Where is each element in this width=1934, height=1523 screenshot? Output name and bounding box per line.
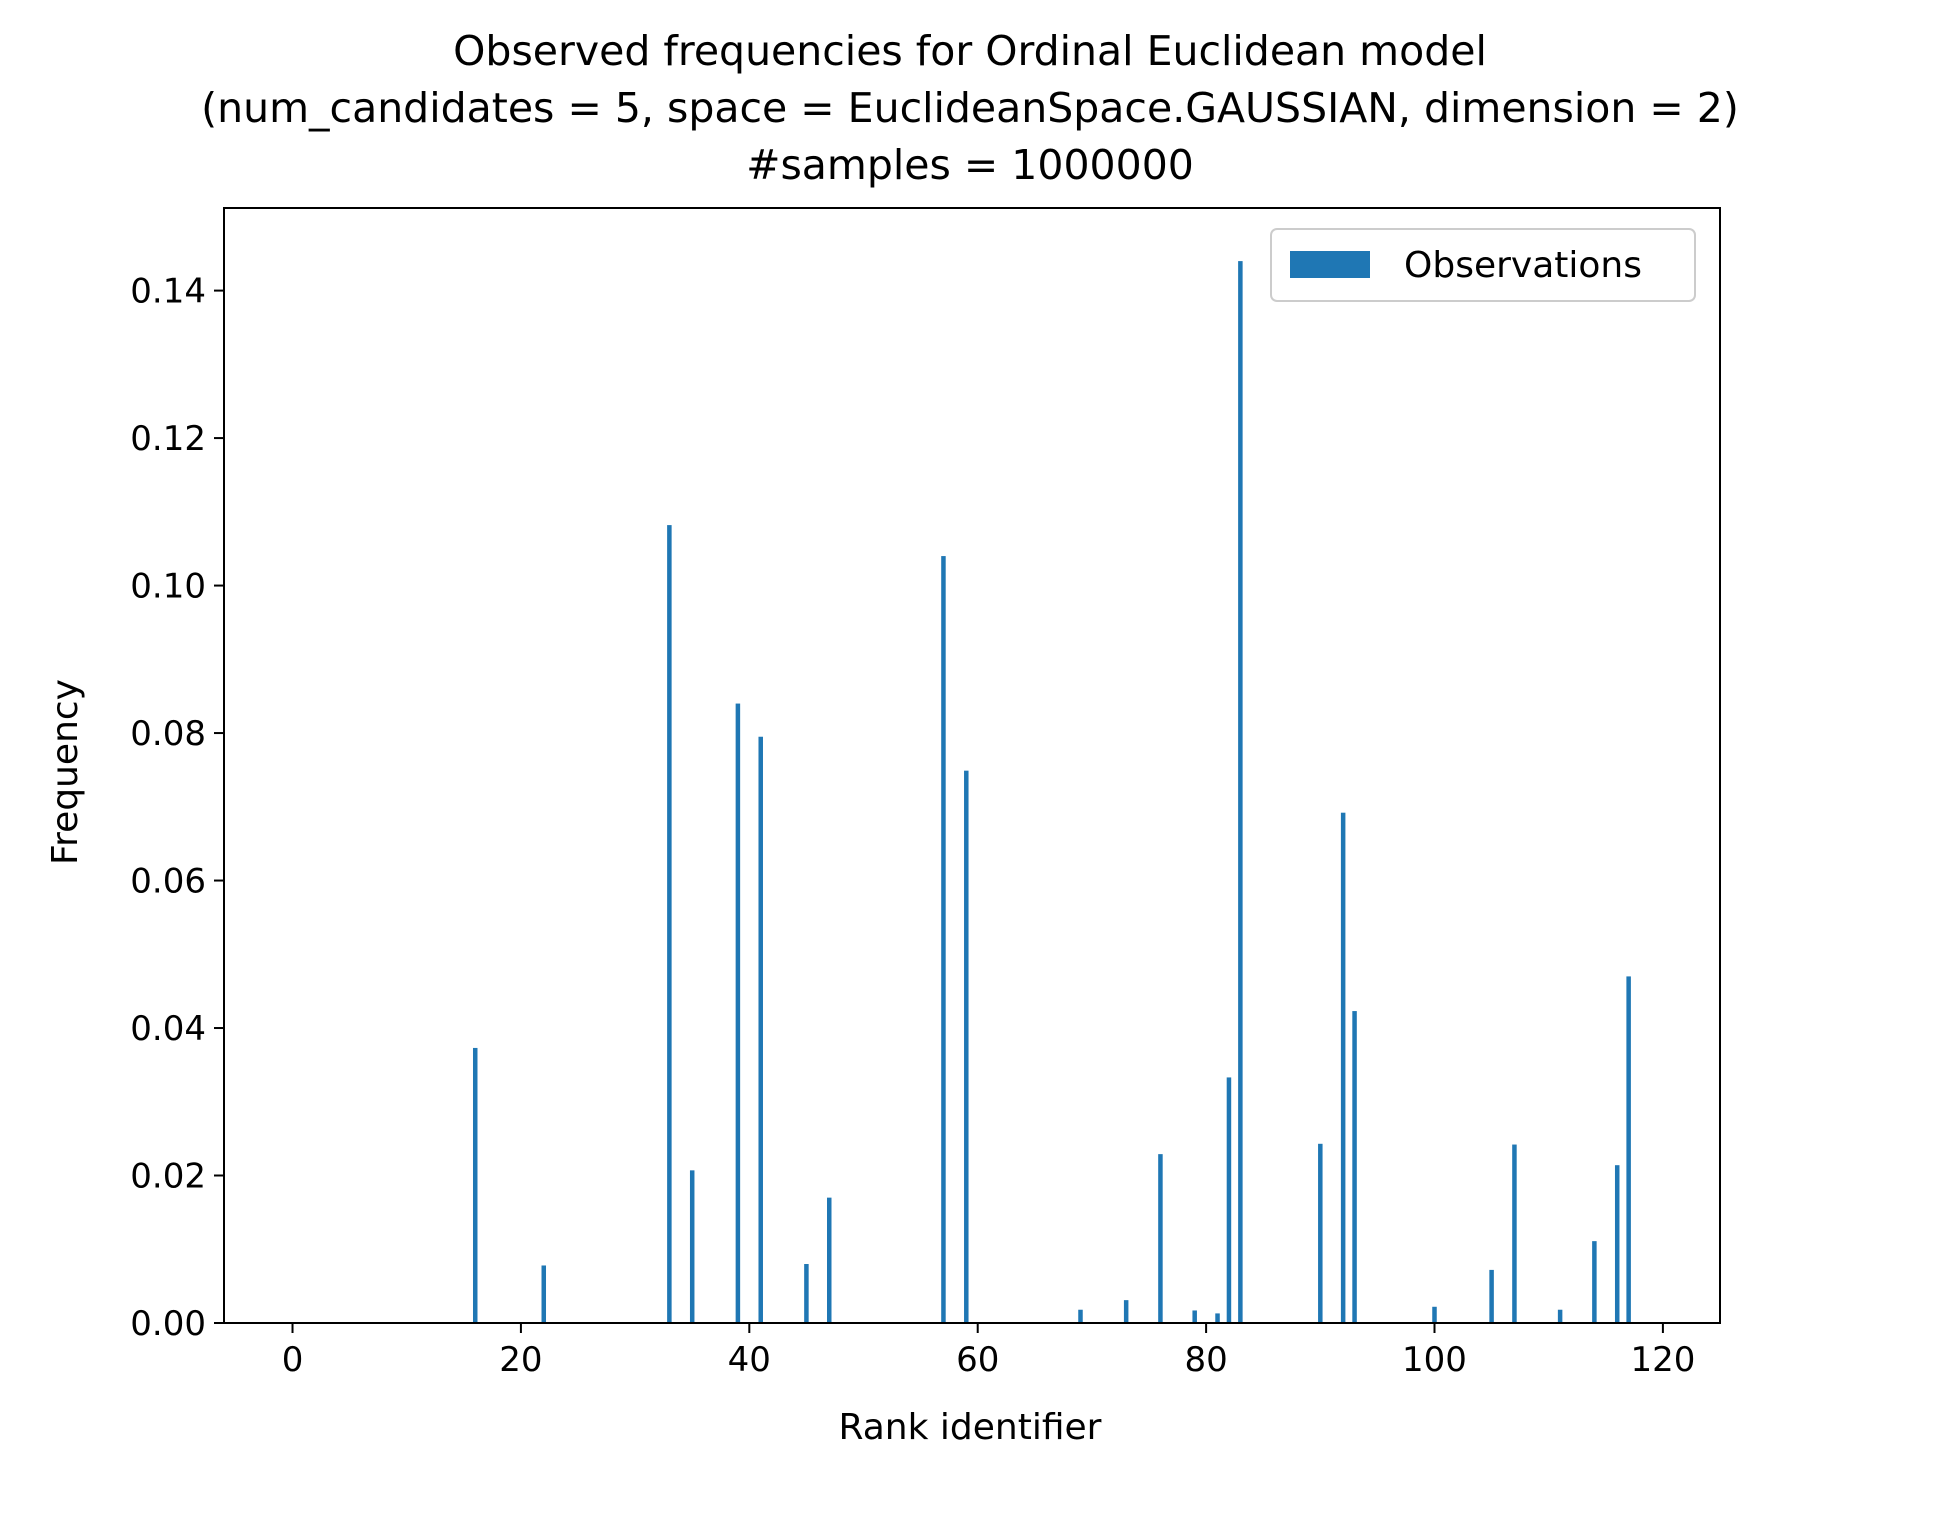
y-tick-label-0.02: 0.02	[130, 1157, 206, 1197]
bar-rank-45	[804, 1264, 809, 1323]
bar-rank-116	[1614, 1165, 1620, 1323]
chart-title: Observed frequencies for Ordinal Euclide…	[201, 27, 1739, 189]
bar-rank-79	[1192, 1310, 1197, 1323]
title-line-3: #samples = 1000000	[746, 141, 1194, 189]
bar-rank-33	[667, 525, 672, 1323]
y-axis-label: Frequency	[45, 679, 86, 865]
legend: Observations	[1270, 228, 1696, 302]
y-tick-label-0.06: 0.06	[130, 862, 206, 902]
bar-rank-47	[827, 1197, 832, 1323]
title-line-1: Observed frequencies for Ordinal Euclide…	[453, 27, 1487, 75]
y-axis-ticks: 0.00 0.02 0.04 0.06 0.08 0.10 0.12 0.14	[130, 272, 224, 1344]
x-tick-label-60: 60	[956, 1340, 999, 1380]
bar-rank-105	[1489, 1269, 1494, 1323]
y-tick-label-0.00: 0.00	[130, 1304, 206, 1344]
bar-rank-35	[689, 1170, 695, 1323]
bar-rank-82	[1226, 1077, 1232, 1323]
bar-rank-39	[735, 703, 741, 1323]
bar-rank-59	[964, 770, 969, 1323]
bar-rank-92	[1340, 812, 1346, 1323]
bar-rank-83	[1238, 261, 1243, 1324]
x-axis-ticks: 0 20 40 60 80 100 120	[282, 1323, 1695, 1380]
bar-rank-107	[1512, 1144, 1517, 1323]
bar-rank-90	[1318, 1143, 1323, 1323]
x-axis-label: Rank identifier	[839, 1407, 1102, 1448]
y-tick-label-0.14: 0.14	[130, 272, 206, 312]
legend-label-observations: Observations	[1404, 245, 1642, 286]
bar-rank-73	[1123, 1300, 1129, 1323]
x-tick-label-100: 100	[1402, 1340, 1467, 1380]
bars-group	[472, 261, 1631, 1324]
bar-rank-114	[1592, 1241, 1597, 1323]
bar-rank-93	[1352, 1011, 1357, 1323]
bar-rank-22	[541, 1265, 547, 1323]
legend-box	[1270, 228, 1696, 302]
y-tick-label-0.04: 0.04	[130, 1009, 206, 1049]
bar-rank-57	[941, 556, 946, 1323]
legend-swatch	[1290, 251, 1370, 278]
x-tick-label-120: 120	[1630, 1340, 1695, 1380]
x-tick-label-40: 40	[728, 1340, 771, 1380]
bar-rank-76	[1158, 1154, 1163, 1323]
bar-rank-16	[472, 1047, 478, 1323]
y-tick-label-0.12: 0.12	[130, 419, 206, 459]
x-tick-label-0: 0	[282, 1340, 304, 1380]
bar-rank-41	[758, 736, 763, 1323]
y-tick-label-0.10: 0.10	[130, 567, 206, 607]
bar-rank-69	[1078, 1309, 1083, 1323]
x-tick-label-80: 80	[1184, 1340, 1227, 1380]
x-tick-label-20: 20	[499, 1340, 542, 1380]
y-tick-label-0.08: 0.08	[130, 714, 206, 754]
title-line-2: (num_candidates = 5, space = EuclideanSp…	[201, 84, 1739, 132]
bar-rank-111	[1557, 1309, 1563, 1323]
bar-rank-117	[1626, 976, 1631, 1323]
bar-rank-100	[1432, 1306, 1437, 1323]
plot-frame	[223, 207, 1721, 1324]
bar-rank-81	[1215, 1313, 1220, 1323]
